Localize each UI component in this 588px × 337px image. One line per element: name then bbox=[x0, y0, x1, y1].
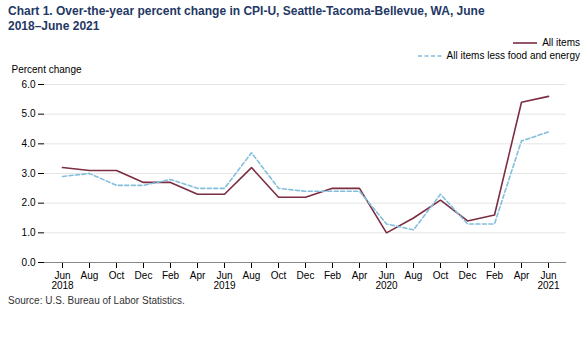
svg-text:4.0: 4.0 bbox=[22, 138, 36, 149]
svg-text:Oct: Oct bbox=[433, 270, 449, 281]
html-text:Source: U.S. Bureau of Labor S: Source: U.S. Bureau of Labor Statistics. bbox=[8, 295, 185, 306]
html-text:Chart 1. Over-the-year percent: Chart 1. Over-the-year percent change in… bbox=[8, 4, 485, 33]
svg-text:Feb: Feb bbox=[324, 270, 342, 281]
svg-text:2.0: 2.0 bbox=[22, 197, 36, 208]
svg-text:Apr: Apr bbox=[190, 270, 206, 281]
svg-text:Aug: Aug bbox=[405, 270, 423, 281]
svg-text:Feb: Feb bbox=[162, 270, 180, 281]
html-text:All items: All items bbox=[542, 37, 580, 48]
svg-text:Oct: Oct bbox=[271, 270, 287, 281]
svg-text:3.0: 3.0 bbox=[22, 168, 36, 179]
svg-text:Apr: Apr bbox=[352, 270, 368, 281]
svg-text:0.0: 0.0 bbox=[22, 257, 36, 268]
svg-text:Dec: Dec bbox=[459, 270, 477, 281]
svg-text:Jun2021: Jun2021 bbox=[537, 270, 560, 291]
svg-text:1.0: 1.0 bbox=[22, 227, 36, 238]
svg-text:Jun2018: Jun2018 bbox=[51, 270, 74, 291]
svg-text:5.0: 5.0 bbox=[22, 108, 36, 119]
svg-text:6.0: 6.0 bbox=[22, 79, 36, 90]
svg-text:Feb: Feb bbox=[486, 270, 504, 281]
svg-text:Aug: Aug bbox=[81, 270, 99, 281]
svg-text:Jun2019: Jun2019 bbox=[213, 270, 236, 291]
svg-text:Jun2020: Jun2020 bbox=[375, 270, 398, 291]
svg-text:Dec: Dec bbox=[297, 270, 315, 281]
html-text:All items less food and energy: All items less food and energy bbox=[446, 50, 580, 61]
svg-text:Apr: Apr bbox=[514, 270, 530, 281]
svg-text:Oct: Oct bbox=[109, 270, 125, 281]
svg-text:Percent change: Percent change bbox=[12, 64, 82, 75]
svg-text:Aug: Aug bbox=[243, 270, 261, 281]
svg-text:Dec: Dec bbox=[135, 270, 153, 281]
